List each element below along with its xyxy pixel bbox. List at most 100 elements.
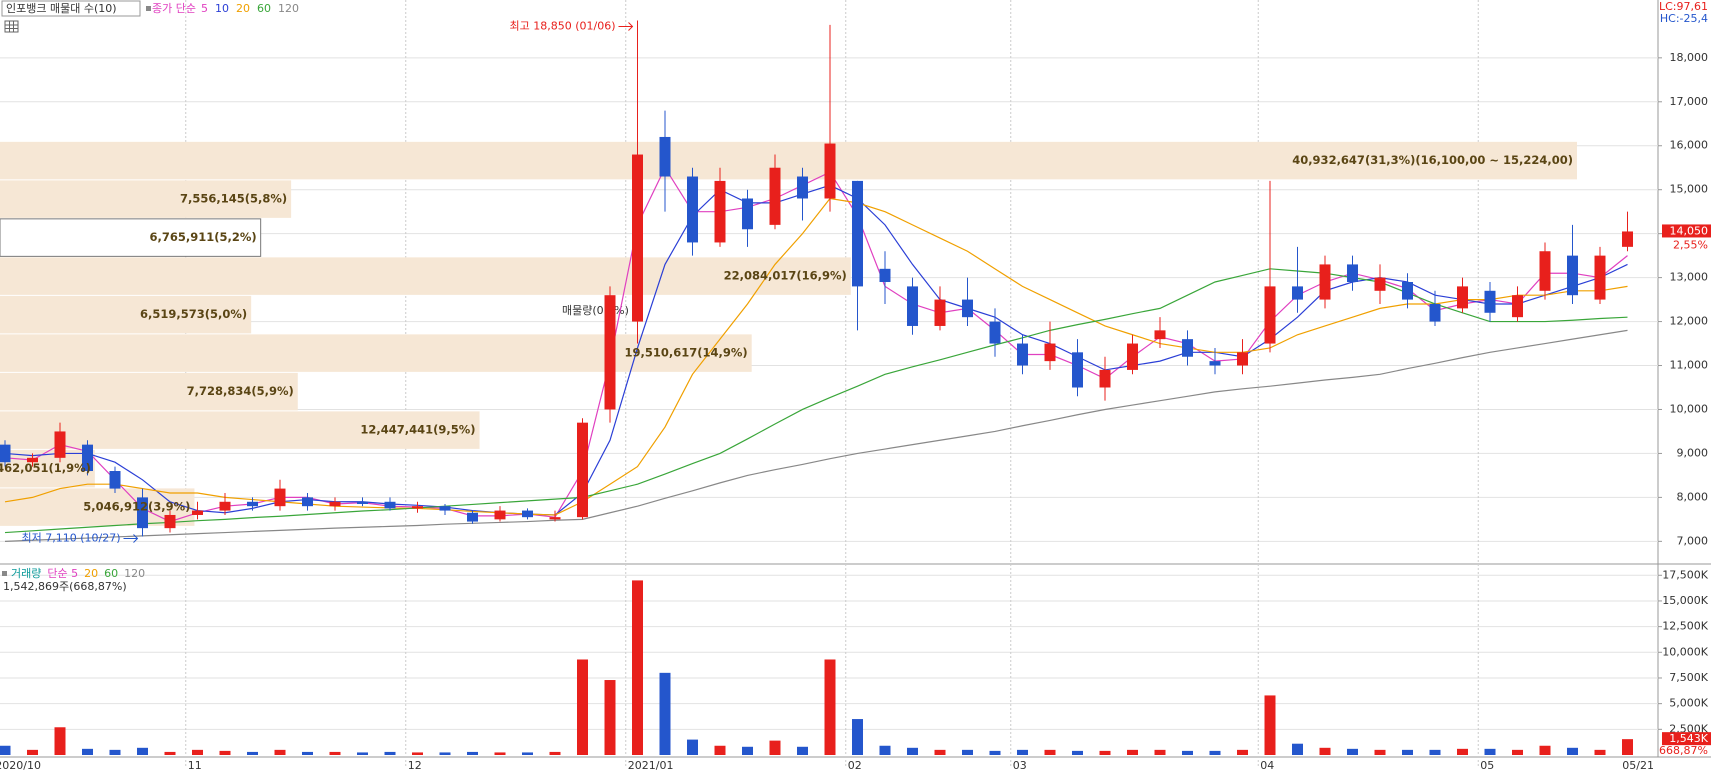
low-annotation: 최저 7,110 (10/27) <box>21 532 120 545</box>
candle-body <box>879 268 891 283</box>
volume-bar <box>1622 739 1633 755</box>
y-tick-label: 10,000 <box>1670 402 1709 415</box>
volume-bar <box>577 659 588 755</box>
profile-band <box>0 372 298 411</box>
volume-bar <box>1484 748 1496 755</box>
volume-bar <box>439 752 451 755</box>
candle-body <box>1319 264 1331 300</box>
price-tag-box <box>1662 224 1711 238</box>
candle-body <box>934 299 946 326</box>
legend-prefix: 종가 단순 <box>152 2 196 15</box>
candle-body <box>632 154 643 322</box>
profile-band <box>0 218 262 257</box>
x-tick-label: 2021/01 <box>628 759 674 772</box>
title-box <box>1 0 141 17</box>
volume-bar <box>522 752 533 755</box>
profile-label: 6,519,573(5,0%) <box>140 307 247 321</box>
volume-bar <box>714 745 726 755</box>
volume-bar <box>467 751 478 755</box>
volume-bar <box>1182 750 1193 755</box>
volume-bar <box>1072 750 1083 755</box>
legend-item: 거래량 <box>11 567 41 580</box>
volume-tag: 1,543K <box>1669 732 1708 745</box>
x-tick-label: 03 <box>1013 759 1027 772</box>
y-tick-label: 9,000 <box>1677 446 1709 459</box>
candle-body <box>192 510 203 515</box>
profile-band <box>0 334 752 372</box>
volume-bar <box>219 750 231 755</box>
y-tick-label: 15,000K <box>1662 594 1708 607</box>
volume-bar <box>1017 749 1028 755</box>
volume-bar <box>1319 747 1331 755</box>
legend-item: 단순 5 <box>47 567 78 580</box>
volume-bar <box>879 745 891 755</box>
y-tick-label: 11,000 <box>1670 359 1709 372</box>
candle-body <box>1127 343 1138 370</box>
candle-body <box>604 295 616 410</box>
candle-body <box>1264 286 1276 344</box>
candle-body <box>522 510 533 518</box>
profile-label: 7,728,834(5,9%) <box>187 384 294 398</box>
volume-bar <box>1567 747 1578 755</box>
candle-body <box>1622 231 1633 247</box>
candle-body <box>714 180 726 243</box>
candle-body <box>824 143 836 199</box>
legend-item: 10 <box>215 2 229 15</box>
volume-bar <box>82 748 93 755</box>
profile-band <box>0 411 480 449</box>
profile-band <box>0 295 252 334</box>
volume-bar <box>1457 748 1468 755</box>
legend-item: 120 <box>124 567 145 580</box>
volume-bar <box>742 746 753 755</box>
volume-bar <box>1099 750 1111 755</box>
volume-bar <box>329 751 341 755</box>
candle-body <box>1512 295 1523 318</box>
change-tag: 2,55% <box>1673 238 1708 251</box>
volume-bar <box>164 751 176 755</box>
volume-bar <box>192 749 203 755</box>
profile-label: 6,765,911(5,2%) <box>150 230 257 244</box>
volume-bar <box>907 747 918 755</box>
volume-bar <box>54 727 66 755</box>
ma-line <box>4 329 1628 542</box>
candle-body <box>467 512 478 522</box>
candle-body <box>494 510 506 520</box>
candle-body <box>1402 282 1413 300</box>
x-tick-label: 05 <box>1480 759 1494 772</box>
volume-bar <box>1127 749 1138 755</box>
volume-bar <box>494 752 506 755</box>
volume-change-tag: 668,87% <box>1659 744 1708 757</box>
candle-body <box>1154 330 1166 340</box>
candle-body <box>1457 286 1468 309</box>
volume-bar <box>1402 749 1413 755</box>
y-tick-label: 18,000 <box>1670 51 1709 64</box>
volume-bar <box>384 751 396 755</box>
y-tick-label: 10,000K <box>1662 645 1708 658</box>
x-tick-label: 2020/10 <box>0 759 41 772</box>
candle-body <box>109 471 121 489</box>
y-tick-label: 7,000 <box>1677 534 1709 547</box>
candle-body <box>1429 303 1441 322</box>
candle-body <box>1374 277 1386 291</box>
volume-bar <box>1539 745 1551 755</box>
volume-info: 1,542,869주(668,87%) <box>3 580 127 593</box>
profile-band <box>0 180 292 218</box>
volume-bar <box>1209 750 1221 755</box>
x-tick-label: 04 <box>1260 759 1274 772</box>
candle-body <box>54 431 66 458</box>
volume-bar <box>357 752 368 755</box>
volume-bar <box>1512 749 1523 755</box>
chart-title: 인포뱅크 매물대 수(10) <box>6 2 117 15</box>
volume-bar <box>1292 743 1303 755</box>
candle-body <box>962 299 973 318</box>
legend-item: 5 <box>201 2 208 15</box>
candle-body <box>274 488 286 507</box>
y-tick-label: 12,000 <box>1670 315 1709 328</box>
legend-item: 60 <box>257 2 271 15</box>
y-tick-label: 7,500K <box>1669 671 1708 684</box>
candle-body <box>302 497 313 507</box>
legend-item: 120 <box>278 2 299 15</box>
candle-body <box>1237 352 1248 366</box>
y-tick-label: 17,500K <box>1662 568 1708 581</box>
